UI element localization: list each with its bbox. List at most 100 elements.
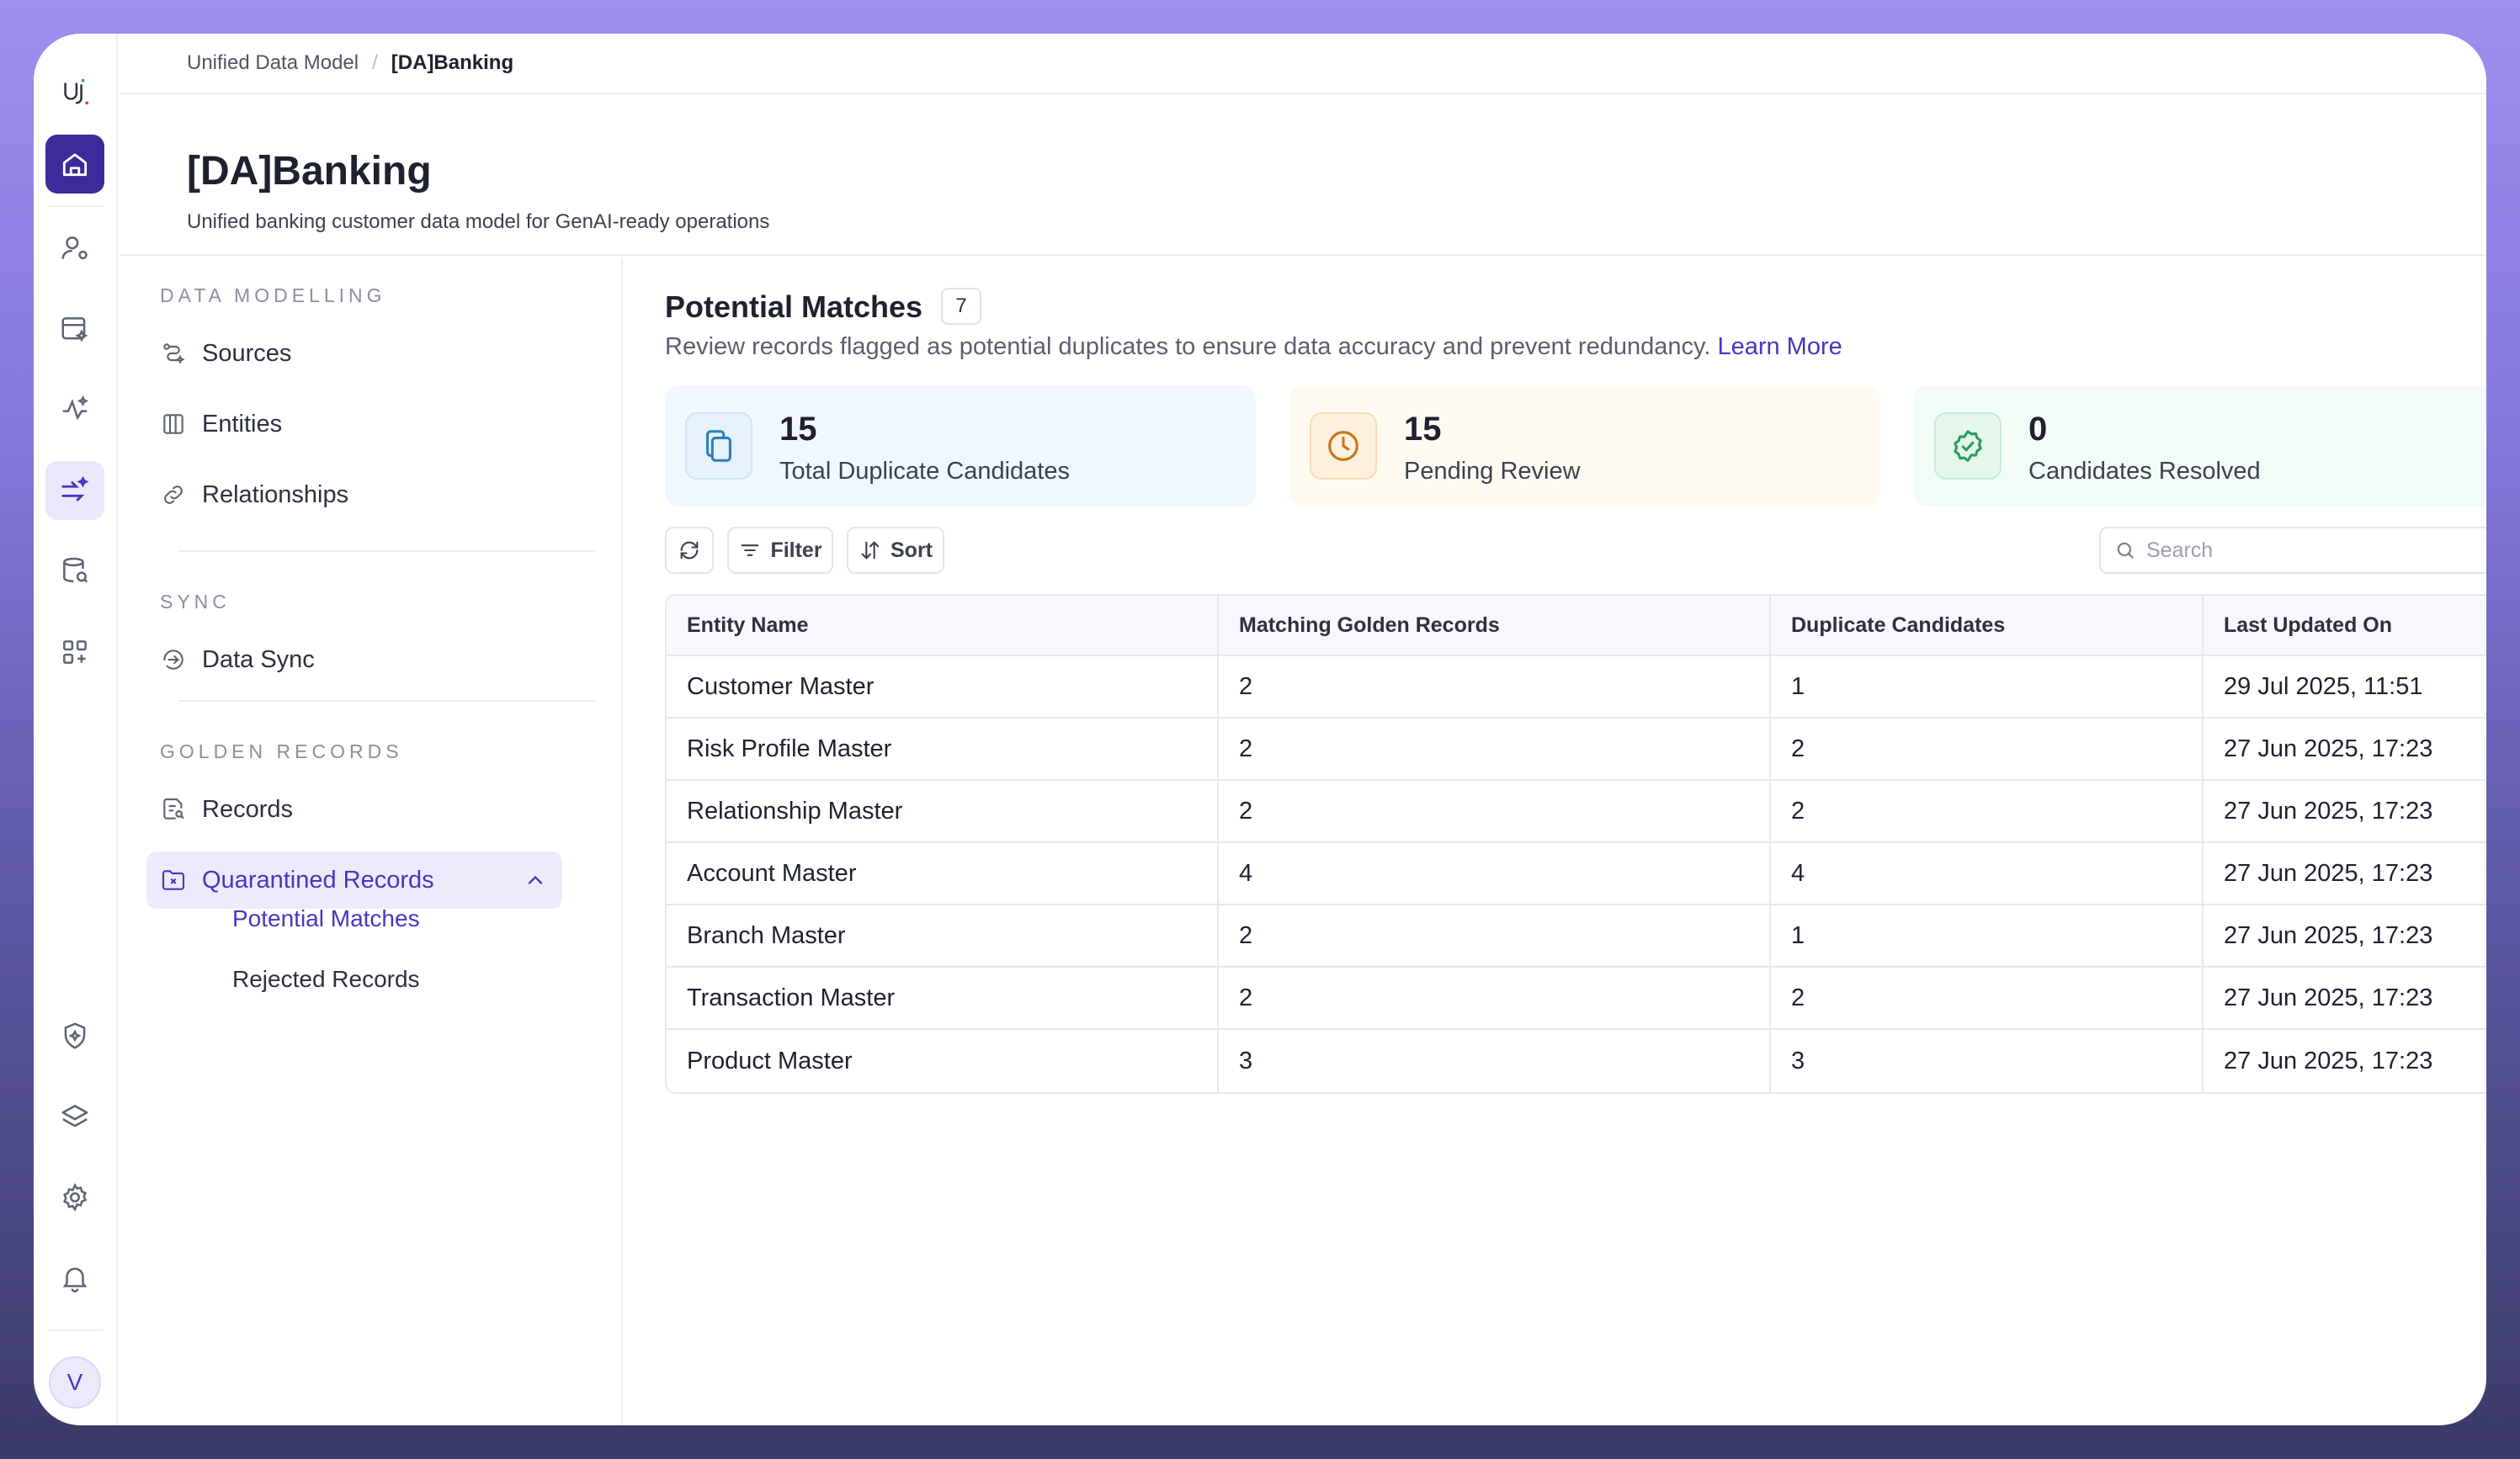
nav-subitem-rejected-records[interactable]: Rejected Records xyxy=(232,966,420,992)
count-badge: 7 xyxy=(941,288,981,325)
entity-name-cell[interactable]: Risk Profile Master xyxy=(667,719,1219,781)
nav-item-data-sync[interactable]: Data Sync xyxy=(146,631,562,688)
columns-icon xyxy=(160,411,187,438)
data-sparkle-icon[interactable] xyxy=(45,300,104,358)
table-header-row: Entity Name Matching Golden Records Dupl… xyxy=(667,596,2486,656)
page-header: [DA]Banking Unified banking customer dat… xyxy=(120,96,2486,256)
shield-sparkle-icon[interactable] xyxy=(45,1006,104,1065)
bell-icon[interactable] xyxy=(45,1249,104,1308)
duplicate-candidates-cell: 2 xyxy=(1771,968,2204,1030)
nav-subitem-potential-matches[interactable]: Potential Matches xyxy=(232,905,420,931)
gear-icon[interactable] xyxy=(45,1168,104,1227)
stat-label: Total Duplicate Candidates xyxy=(779,458,1070,485)
duplicate-candidates-cell: 2 xyxy=(1771,719,2204,781)
table-row[interactable]: Product Master 3 3 27 Jun 2025, 17:23 xyxy=(667,1030,2486,1092)
entity-name-cell[interactable]: Product Master xyxy=(667,1030,1219,1092)
icon-rail: V xyxy=(34,34,118,1425)
nav-item-quarantined-records[interactable]: Quarantined Records xyxy=(146,852,562,909)
filter-button[interactable]: Filter xyxy=(727,527,833,574)
stat-card-pending-review: 15 Pending Review xyxy=(1289,385,1880,507)
nav-item-label: Relationships xyxy=(202,480,349,508)
record-search-icon xyxy=(160,796,187,823)
column-header[interactable]: Matching Golden Records xyxy=(1219,596,1771,656)
rail-divider xyxy=(49,205,103,207)
learn-more-link[interactable]: Learn More xyxy=(1717,333,1842,360)
home-icon[interactable] xyxy=(45,135,104,194)
nav-item-records[interactable]: Records xyxy=(146,781,562,838)
layers-icon[interactable] xyxy=(45,1087,104,1146)
analytics-sparkle-icon[interactable] xyxy=(45,380,104,439)
stat-value: 0 xyxy=(2028,411,2048,448)
duplicate-candidates-cell: 1 xyxy=(1771,656,2204,719)
sort-icon xyxy=(861,541,880,560)
nav-section-title: SYNC xyxy=(160,591,231,613)
entity-name-cell[interactable]: Branch Master xyxy=(667,905,1219,968)
stat-label: Pending Review xyxy=(1404,458,1581,485)
sync-arrow-icon xyxy=(160,646,187,673)
nav-item-sources[interactable]: Sources xyxy=(146,325,562,382)
nav-item-label: Data Sync xyxy=(202,645,315,673)
section-description: Review records flagged as potential dupl… xyxy=(665,333,1842,361)
search-input[interactable] xyxy=(2146,538,2483,563)
refresh-button[interactable] xyxy=(665,527,714,574)
table-row[interactable]: Transaction Master 2 2 27 Jun 2025, 17:2… xyxy=(667,968,2486,1030)
section-title: Potential Matches xyxy=(665,289,923,324)
matching-golden-records-cell: 4 xyxy=(1219,843,1771,905)
flow-sparkle-icon[interactable] xyxy=(45,461,104,520)
breadcrumb-parent[interactable]: Unified Data Model xyxy=(187,51,359,74)
avatar[interactable]: V xyxy=(49,1356,101,1409)
last-updated-cell: 27 Jun 2025, 17:23 xyxy=(2204,905,2486,968)
nav-item-label: Records xyxy=(202,795,293,823)
last-updated-cell: 27 Jun 2025, 17:23 xyxy=(2204,968,2486,1030)
nav-item-entities[interactable]: Entities xyxy=(146,395,562,453)
logo-icon[interactable] xyxy=(45,62,104,121)
last-updated-cell: 27 Jun 2025, 17:23 xyxy=(2204,781,2486,843)
chevron-up-icon[interactable] xyxy=(524,868,547,892)
column-header[interactable]: Entity Name xyxy=(667,596,1219,656)
nav-divider xyxy=(178,550,596,552)
duplicate-candidates-cell: 2 xyxy=(1771,781,2204,843)
database-search-icon[interactable] xyxy=(45,542,104,601)
matching-golden-records-cell: 3 xyxy=(1219,1030,1771,1092)
stat-card-total-duplicates: 15 Total Duplicate Candidates xyxy=(665,385,1256,507)
route-icon xyxy=(160,340,187,367)
stat-card-candidates-resolved: 0 Candidates Resolved xyxy=(1914,385,2486,507)
stat-value: 15 xyxy=(1404,411,1442,448)
column-header[interactable]: Duplicate Candidates xyxy=(1771,596,2204,656)
search-icon xyxy=(2117,542,2134,559)
potential-matches-table: Entity Name Matching Golden Records Dupl… xyxy=(665,594,2486,1094)
table-row[interactable]: Relationship Master 2 2 27 Jun 2025, 17:… xyxy=(667,781,2486,843)
clock-icon xyxy=(1310,412,1377,480)
entity-name-cell[interactable]: Transaction Master xyxy=(667,968,1219,1030)
table-row[interactable]: Branch Master 2 1 27 Jun 2025, 17:23 xyxy=(667,905,2486,968)
sort-button[interactable]: Sort xyxy=(847,527,944,574)
entity-name-cell[interactable]: Customer Master xyxy=(667,656,1219,719)
table-row[interactable]: Account Master 4 4 27 Jun 2025, 17:23 xyxy=(667,843,2486,905)
user-settings-icon[interactable] xyxy=(45,219,104,278)
entity-name-cell[interactable]: Relationship Master xyxy=(667,781,1219,843)
column-header[interactable]: Last Updated On xyxy=(2204,596,2486,656)
rail-divider xyxy=(49,1329,103,1331)
filter-icon xyxy=(742,544,759,556)
table-row[interactable]: Risk Profile Master 2 2 27 Jun 2025, 17:… xyxy=(667,719,2486,781)
breadcrumb-separator: / xyxy=(372,51,378,74)
matching-golden-records-cell: 2 xyxy=(1219,719,1771,781)
page-subtitle: Unified banking customer data model for … xyxy=(187,210,770,233)
entity-name-cell[interactable]: Account Master xyxy=(667,843,1219,905)
section-nav: DATA MODELLING Sources Entities Relation… xyxy=(120,257,623,1425)
badge-check-icon xyxy=(1934,412,2002,480)
apps-add-icon[interactable] xyxy=(45,623,104,682)
page-title: [DA]Banking xyxy=(187,149,432,194)
main-content: Potential Matches 7 Review records flagg… xyxy=(625,257,2486,1425)
last-updated-cell: 27 Jun 2025, 17:23 xyxy=(2204,719,2486,781)
duplicate-candidates-cell: 4 xyxy=(1771,843,2204,905)
breadcrumb: Unified Data Model / [DA]Banking xyxy=(120,34,2486,94)
stat-value: 15 xyxy=(779,411,817,448)
nav-item-relationships[interactable]: Relationships xyxy=(146,466,562,523)
link-icon xyxy=(160,481,187,508)
refresh-icon xyxy=(680,541,699,560)
table-row[interactable]: Customer Master 2 1 29 Jul 2025, 11:51 xyxy=(667,656,2486,719)
sort-label: Sort xyxy=(891,538,933,562)
search-box[interactable] xyxy=(2099,527,2486,574)
nav-item-label: Quarantined Records xyxy=(202,866,434,894)
